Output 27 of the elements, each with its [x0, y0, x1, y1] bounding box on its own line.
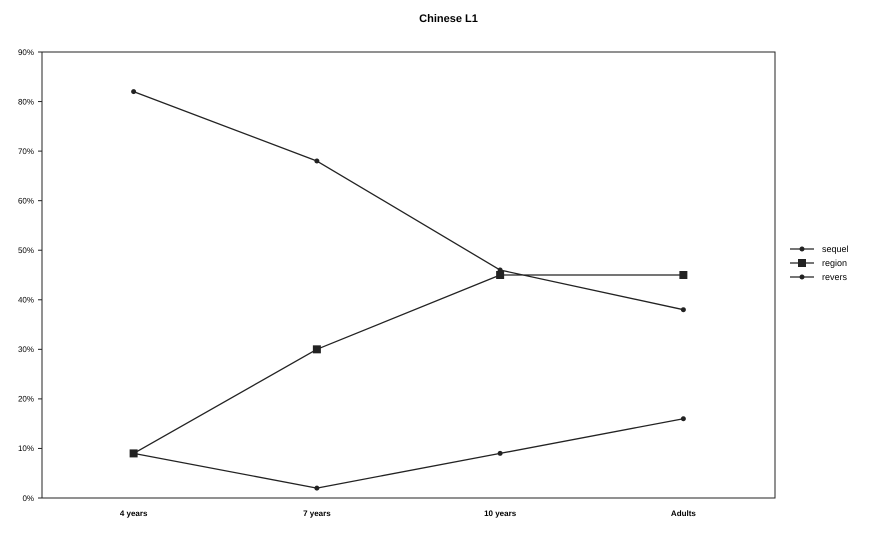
point: [312, 345, 321, 354]
legend-label: revers: [822, 272, 848, 282]
chart-title: Chinese L1: [419, 13, 478, 25]
point: [314, 486, 320, 491]
point: [680, 307, 686, 312]
point: [496, 271, 504, 279]
point: [498, 450, 503, 456]
point: [679, 271, 688, 279]
x-tick-label: Adults: [670, 509, 696, 518]
y-tick-label: 30%: [18, 345, 34, 354]
y-tick-label: 50%: [18, 246, 34, 256]
point: [314, 158, 320, 164]
x-tick-label: 7 years: [303, 509, 332, 518]
legend-label: sequel: [822, 244, 849, 254]
point: [131, 89, 136, 94]
legend-label: region: [822, 258, 848, 268]
y-tick-label: 90%: [18, 48, 34, 57]
y-tick-label: 40%: [18, 296, 34, 305]
x-tick-label: 4 years: [120, 509, 148, 518]
point: [680, 416, 686, 422]
y-tick-label: 70%: [18, 146, 34, 156]
y-tick-label: 60%: [18, 196, 34, 206]
y-tick-label: 80%: [18, 97, 34, 106]
y-tick-label: 20%: [18, 394, 34, 404]
x-tick-label: 10 years: [484, 509, 517, 518]
y-tick-label: 0%: [22, 494, 34, 503]
y-tick-label: 10%: [18, 444, 34, 454]
